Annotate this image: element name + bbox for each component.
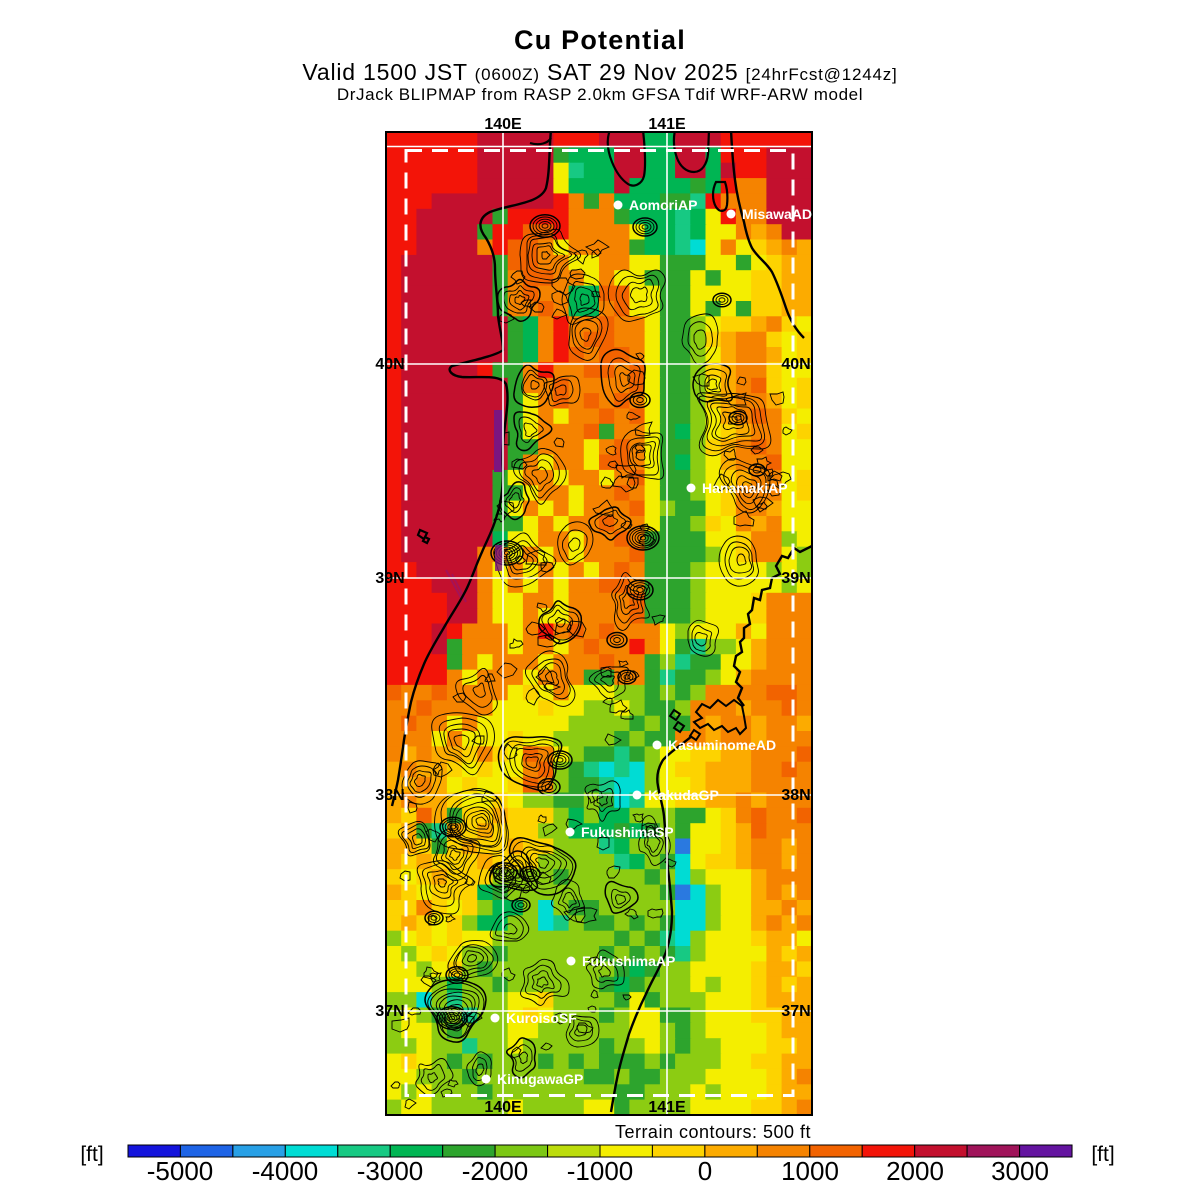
- svg-text:37N: 37N: [375, 1003, 404, 1020]
- svg-text:3000: 3000: [991, 1156, 1049, 1186]
- svg-text:AomoriAP: AomoriAP: [629, 197, 697, 213]
- svg-text:141E: 141E: [648, 1099, 686, 1116]
- svg-text:HanamakiAP: HanamakiAP: [702, 480, 788, 496]
- svg-text:1000: 1000: [781, 1156, 839, 1186]
- svg-text:37N: 37N: [781, 1003, 810, 1020]
- svg-text:38N: 38N: [781, 787, 810, 804]
- svg-text:140E: 140E: [484, 116, 522, 133]
- svg-text:40N: 40N: [375, 356, 404, 373]
- svg-text:[ft]: [ft]: [80, 1143, 103, 1166]
- svg-text:[ft]: [ft]: [1091, 1143, 1114, 1166]
- svg-text:FukushimaSP: FukushimaSP: [581, 824, 674, 840]
- svg-text:-1000: -1000: [567, 1156, 634, 1186]
- svg-text:KuroisoSF: KuroisoSF: [506, 1010, 577, 1026]
- svg-text:141E: 141E: [648, 116, 686, 133]
- svg-text:KakudaGP: KakudaGP: [648, 787, 719, 803]
- svg-text:39N: 39N: [781, 570, 810, 587]
- svg-text:-4000: -4000: [252, 1156, 319, 1186]
- svg-text:0: 0: [698, 1156, 712, 1186]
- svg-text:39N: 39N: [375, 570, 404, 587]
- svg-text:KasuminomeAD: KasuminomeAD: [668, 737, 776, 753]
- svg-text:Terrain contours: 500 ft: Terrain contours: 500 ft: [615, 1122, 811, 1142]
- svg-text:FukushimaAP: FukushimaAP: [582, 953, 675, 969]
- svg-text:38N: 38N: [375, 787, 404, 804]
- svg-text:Cu Potential: Cu Potential: [514, 25, 686, 55]
- svg-text:140E: 140E: [484, 1099, 522, 1116]
- svg-text:40N: 40N: [781, 356, 810, 373]
- svg-text:-5000: -5000: [147, 1156, 214, 1186]
- svg-text:MisawaAD: MisawaAD: [742, 206, 812, 222]
- svg-text:KinugawaGP: KinugawaGP: [497, 1071, 583, 1087]
- svg-text:DrJack BLIPMAP from RASP 2.0km: DrJack BLIPMAP from RASP 2.0km GFSA Tdif…: [337, 85, 863, 104]
- svg-text:-2000: -2000: [462, 1156, 529, 1186]
- svg-text:2000: 2000: [886, 1156, 944, 1186]
- svg-text:-3000: -3000: [357, 1156, 424, 1186]
